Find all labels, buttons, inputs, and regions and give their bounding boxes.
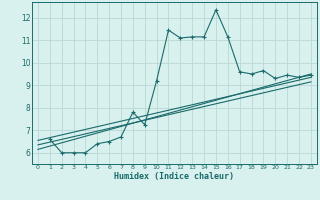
X-axis label: Humidex (Indice chaleur): Humidex (Indice chaleur) xyxy=(115,172,234,181)
